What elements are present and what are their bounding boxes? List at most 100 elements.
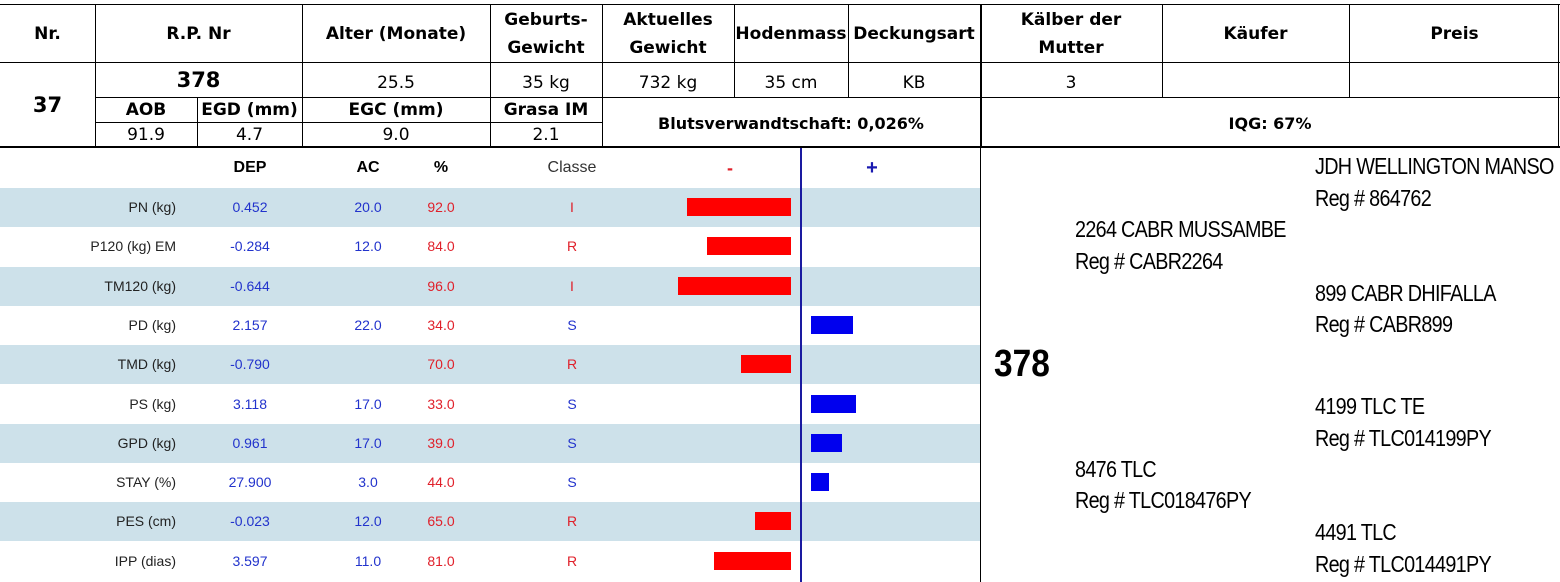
grid-line [734,4,735,98]
dam-dam-reg: Reg # TLC014491PY [1315,551,1492,577]
grid-line [490,4,491,147]
bar-axis [800,148,802,582]
classe-value: R [566,238,578,255]
plus-column-header: + [866,157,878,179]
iqg: IQG: 67% [1228,113,1312,133]
negative-bar [714,551,791,570]
dep-value: 0.452 [232,199,268,215]
dep-value: -0.644 [230,277,270,294]
kaelber-line-2: Mutter [1038,37,1104,58]
grid-line [602,4,603,147]
percentile-value: 81.0 [427,552,455,569]
percentile-value: 39.0 [427,434,455,451]
dep-value: 3.597 [232,552,268,569]
grid-line [197,98,198,147]
ac-value: 22.0 [354,316,382,333]
kaeufer-header: Käufer [1223,23,1288,44]
classe-value: S [567,395,577,412]
dep-column-header: DEP [233,159,267,176]
epd-row: GPD (kg) 0.961 17.0 39.0 S [0,423,980,463]
dam-dam-name: 4491 TLC [1315,519,1397,545]
dam-reg: Reg # TLC018476PY [1075,487,1252,513]
negative-bar [678,276,791,295]
aktuelles-line-1: Aktuelles [623,9,713,30]
blutsverwandtschaft: Blutsverwandtschaft: 0,026% [658,113,924,133]
animal-deckungsart: KB [902,73,926,93]
trait-label: TMD (kg) [117,356,176,373]
geburts-line-1: Geburts- [504,9,588,30]
grid-line [1558,4,1559,147]
grid-line [0,146,1560,148]
sire-name: 2264 CABR MUSSAMBE [1075,216,1286,242]
animal-preis [1349,68,1560,98]
epd-row: P120 (kg) EM -0.284 12.0 84.0 R [0,227,980,266]
dep-value: -0.284 [230,238,270,255]
animal-kaelber: 3 [1065,73,1077,93]
pedigree-self: 378 [994,343,1050,385]
preis-header: Preis [1430,23,1479,44]
epd-row: TM120 (kg) -0.644 96.0 I [0,266,980,306]
positive-bar [811,433,842,452]
trait-label: PN (kg) [128,199,176,215]
negative-bar [741,355,791,374]
dam-sire-reg: Reg # TLC014199PY [1315,425,1492,451]
classe-value: R [566,513,578,530]
animal-aktuelles-gewicht: 732 kg [638,73,698,93]
negative-bar [755,512,791,531]
geburts-line-2: Gewicht [507,37,585,58]
percentile-value: 84.0 [427,238,455,255]
dep-value: 0.961 [232,434,268,451]
dep-value: 2.157 [232,316,268,333]
aktuelles-line-2: Gewicht [629,37,707,58]
percentile-value: 34.0 [427,316,455,333]
epd-row: PES (cm) -0.023 12.0 65.0 R [0,502,980,542]
dep-value: -0.023 [230,513,270,530]
alter-header: Alter (Monate) [325,23,467,44]
classe-column-header: Classe [547,159,597,176]
egc-value: 9.0 [382,125,410,145]
animal-geburtsgewicht: 35 kg [522,73,570,93]
grasa-label: Grasa IM [503,100,589,120]
dep-value: -0.790 [230,356,270,373]
grid-line [980,4,982,147]
pct-column-header: % [433,159,449,176]
negative-bar [707,237,791,256]
percentile-value: 65.0 [427,513,455,530]
egd-value: 4.7 [235,125,264,145]
ac-value: 17.0 [354,434,382,451]
ac-value: 12.0 [354,513,382,530]
trait-label: STAY (%) [116,474,176,491]
percentile-value: 96.0 [427,277,455,294]
sire-reg: Reg # CABR2264 [1075,248,1223,274]
epd-row: STAY (%) 27.900 3.0 44.0 S [0,463,980,502]
aob-label: AOB [125,100,167,120]
grasa-value: 2.1 [532,125,560,145]
grid-line [0,4,1560,5]
grid-line [0,62,1560,63]
dep-value: 27.900 [228,474,272,491]
grid-line [95,4,96,147]
grid-line [848,4,849,98]
animal-hodenmass: 35 cm [764,73,818,93]
grid-line [95,97,1560,98]
animal-alter: 25.5 [377,73,415,93]
classe-value: S [567,474,577,491]
sire-sire-name: JDH WELLINGTON MANSO [1315,153,1554,179]
epd-table: PN (kg) 0.452 20.0 92.0 I P120 (kg) EM -0.284 1… [0,148,982,582]
sire-dam-reg: Reg # CABR899 [1315,311,1453,337]
percentile-value: 70.0 [427,356,455,373]
ac-value: 11.0 [354,552,382,569]
sire-dam-name: 899 CABR DHIFALLA [1315,280,1496,306]
grid-line [95,122,602,123]
trait-label: PS (kg) [129,395,176,412]
kaelber-header: Kälber der Mutter [980,5,1162,62]
kaelber-line-1: Kälber der [1020,9,1122,30]
grid-line [302,4,303,147]
classe-value: R [566,356,578,373]
classe-value: I [570,199,574,215]
hodenmass-header: Hodenmass [735,23,847,44]
classe-value: R [566,552,578,569]
sire-sire-reg: Reg # 864762 [1315,185,1432,211]
dep-value: 3.118 [233,395,267,412]
classe-value: S [567,316,577,333]
